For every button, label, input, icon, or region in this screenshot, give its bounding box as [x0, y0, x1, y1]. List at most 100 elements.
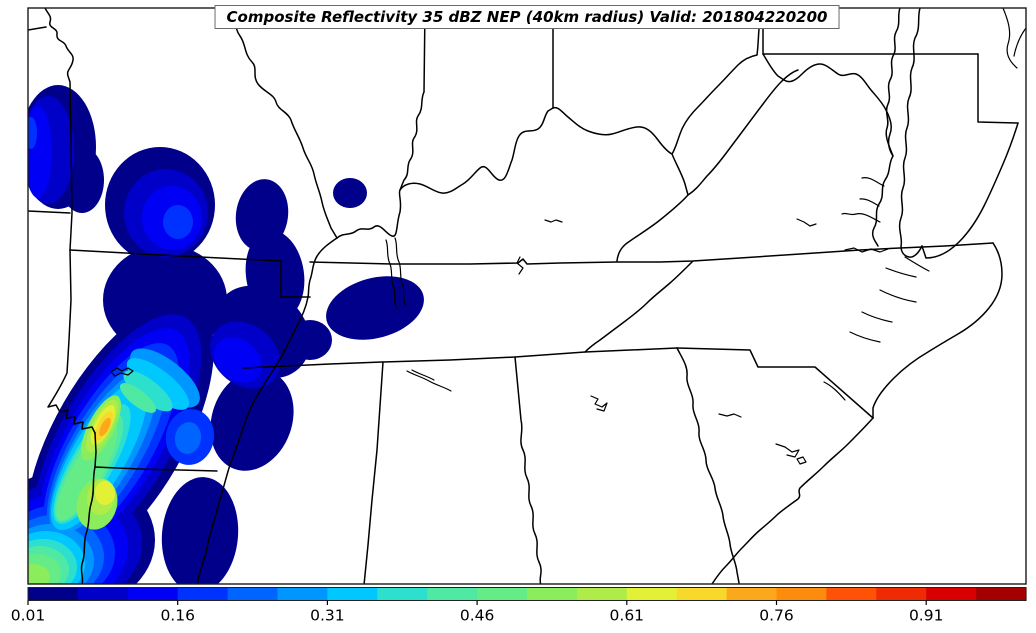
colorbar-segment [976, 587, 1027, 601]
colorbar-segment [527, 587, 578, 601]
state-border-path [196, 237, 338, 584]
river-path [861, 177, 885, 187]
nep-contour-level-13 [95, 481, 115, 505]
chart-title-box: Composite Reflectivity 35 dBZ NEP (40km … [214, 5, 840, 29]
state-border-path [921, 122, 1019, 259]
colorbar: 0.01 0.16 0.31 0.46 0.61 0.76 0.91 [11, 587, 1027, 625]
colorbar-tick-label: 0.46 [460, 607, 495, 625]
river-path [1013, 27, 1026, 57]
nep-contour-level-1 [161, 477, 239, 584]
colorbar-segment [77, 587, 129, 601]
lake-path [385, 239, 398, 309]
river-path [861, 311, 893, 323]
colorbar-segment [776, 587, 827, 601]
lake-path [110, 367, 134, 377]
rivers-layer [823, 8, 1026, 401]
colorbar-segment [926, 587, 977, 601]
state-border-path [28, 210, 71, 214]
colorbar-tick-label: 0.91 [909, 607, 944, 625]
lake-path [516, 256, 524, 275]
state-border-path [676, 347, 740, 584]
nep-contour-level-7 [126, 358, 190, 410]
colorbar-segment [227, 587, 279, 601]
state-border-path [28, 26, 47, 31]
lake-path [394, 237, 407, 307]
lake-path [411, 369, 435, 381]
nep-contour-level-9 [119, 383, 157, 413]
river-path [841, 212, 881, 223]
colorbar-segment [327, 587, 378, 601]
colorbar-tick-label: 0.01 [11, 607, 46, 625]
river-path [823, 381, 846, 401]
lake-path [718, 413, 742, 418]
colorbar-segment [726, 587, 778, 601]
nep-contour-level-1 [333, 178, 367, 208]
lake-path [796, 456, 807, 465]
nep-contour-level-8 [123, 370, 173, 412]
state-border-path [399, 8, 426, 191]
chart-title: Composite Reflectivity 35 dBZ NEP (40km … [226, 8, 828, 26]
state-border-path [69, 249, 311, 298]
state-border-path [363, 361, 384, 584]
lake-path [844, 247, 889, 253]
state-border-path [871, 8, 901, 247]
nep-contour-level-1 [210, 369, 294, 471]
nep-contour-level-11 [28, 564, 50, 584]
river-path [859, 198, 880, 207]
lakes-layer [110, 218, 889, 465]
state-border-path [309, 242, 994, 265]
colorbar-tick-label: 0.16 [160, 607, 195, 625]
colorbar-segment [377, 587, 428, 601]
colorbar-segment [876, 587, 927, 601]
state-border-path [687, 69, 799, 196]
nep-contour-level-1 [288, 320, 332, 360]
river-path [879, 289, 917, 303]
state-border-path [44, 8, 74, 251]
colorbar-segment [277, 587, 328, 601]
state-border-path [584, 260, 694, 353]
river-path [885, 267, 917, 278]
nep-contour-level-4 [163, 205, 193, 239]
colorbar-segment [576, 587, 628, 601]
state-border-path [676, 347, 874, 419]
colorbar-segment [177, 587, 229, 601]
river-path [849, 331, 881, 343]
state-border-path [94, 466, 218, 472]
colorbar-tick-label: 0.76 [759, 607, 794, 625]
colorbar-segment [477, 587, 528, 601]
colorbar-outline [27, 587, 1027, 601]
lake-path [590, 395, 608, 412]
colorbar-segment [826, 587, 877, 601]
state-border-path [80, 432, 97, 584]
nep-contour-level-3 [214, 337, 262, 383]
colorbar-segment [127, 587, 179, 601]
river-path [904, 256, 930, 272]
colorbar-segment [427, 587, 478, 601]
nep-contour-level-4 [28, 117, 37, 149]
state-border-path [336, 8, 763, 239]
state-border-path [762, 53, 894, 157]
colorbar-segment [626, 587, 678, 601]
state-border-path [872, 242, 1003, 419]
state-border-path [47, 249, 96, 434]
state-border-path [711, 417, 874, 584]
nep-contours-layer [28, 85, 424, 584]
river-path [1002, 8, 1018, 69]
state-border-path [898, 8, 923, 258]
lake-path [796, 218, 817, 227]
lake-path [406, 370, 452, 392]
colorbar-segment [676, 587, 728, 601]
colorbar-tick-label: 0.31 [310, 607, 345, 625]
state-border-path [514, 356, 542, 584]
state-borders-layer [28, 8, 1019, 584]
state-border-path [616, 153, 689, 262]
state-border-path [231, 8, 338, 239]
nep-contour-level-5 [174, 422, 202, 454]
colorbar-tick-label: 0.61 [610, 607, 645, 625]
nep-contour-level-1 [326, 276, 424, 340]
lake-path [775, 443, 800, 458]
state-border-path [977, 53, 1019, 124]
lake-path [544, 219, 563, 223]
